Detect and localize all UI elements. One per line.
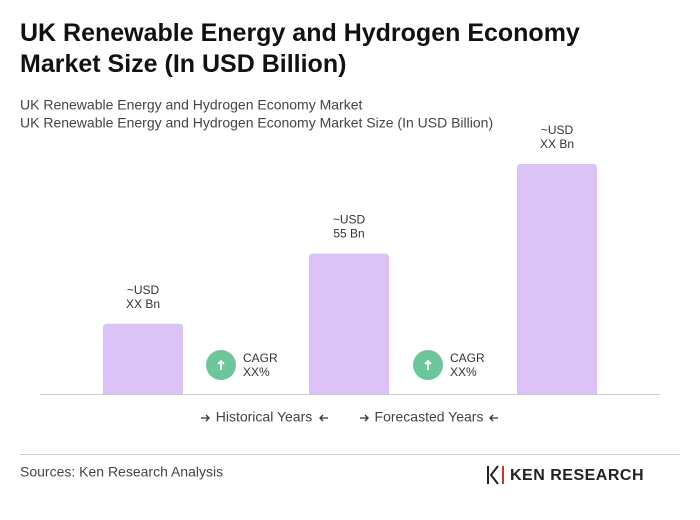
logo: KEN RESEARCH: [510, 467, 644, 484]
subtitle: UK Renewable Energy and Hydrogen Economy…: [20, 115, 493, 131]
source: Sources: Ken Research Analysis: [20, 464, 223, 480]
period-label: Forecasted Years: [375, 409, 484, 425]
cagr-arrow: [217, 359, 225, 370]
value-label: ~USD: [333, 213, 366, 227]
subtitle: UK Renewable Energy and Hydrogen Economy…: [20, 97, 363, 113]
value-label: XX Bn: [540, 137, 574, 151]
chart-title: UK Renewable Energy and Hydrogen Economy…: [20, 19, 580, 78]
bar: [103, 323, 183, 394]
value-label: ~USD: [541, 123, 574, 137]
logo-icon: [487, 465, 504, 485]
cagr-label: XX%: [450, 365, 477, 379]
cagr-label: XX%: [243, 365, 270, 379]
cagr-label: CAGR: [243, 351, 278, 365]
bar: [517, 164, 597, 394]
period-label: Historical Years: [216, 409, 313, 425]
value-label: XX Bn: [126, 297, 160, 311]
cagr-label: CAGR: [450, 351, 485, 365]
value-label: ~USD: [127, 283, 160, 297]
period-arrows: [201, 414, 498, 422]
cagr-arrow: [424, 359, 432, 370]
bar: [309, 253, 389, 394]
value-label: 55 Bn: [333, 227, 364, 241]
